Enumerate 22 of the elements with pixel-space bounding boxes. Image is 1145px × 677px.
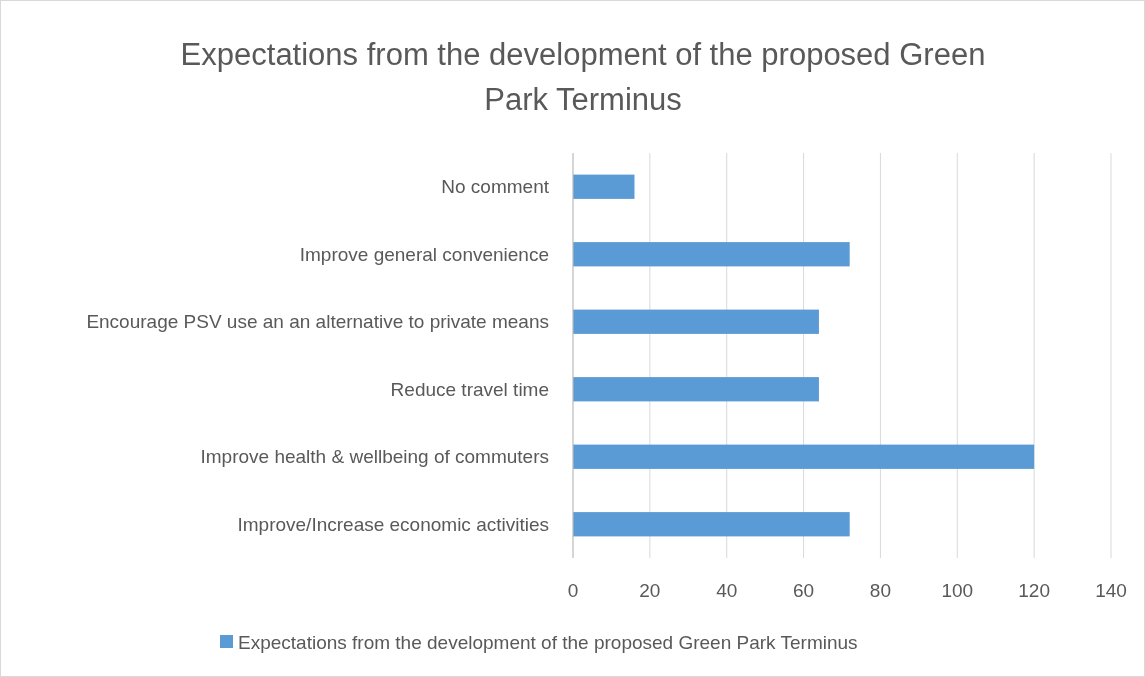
bar xyxy=(573,242,850,267)
bar xyxy=(573,512,850,537)
x-tick-label: 20 xyxy=(639,580,661,601)
x-tick-label: 140 xyxy=(1095,580,1127,601)
legend-label: Expectations from the development of the proposed Green Park Terminus xyxy=(238,631,858,653)
chart-title: Expectations from the development of the proposed Green Park Terminus xyxy=(180,37,986,117)
y-tick-label: No comment xyxy=(441,176,550,198)
x-tick-label: 40 xyxy=(716,580,738,601)
x-tick-label: 120 xyxy=(1018,580,1050,601)
y-tick-label: Improve health & wellbeing of commuters xyxy=(200,446,549,468)
x-tick-label: 0 xyxy=(567,580,579,601)
bar xyxy=(573,377,819,402)
y-tick-label: Improve general convenience xyxy=(299,243,549,265)
x-tick-label: 100 xyxy=(941,580,974,601)
bar xyxy=(573,309,819,334)
bar xyxy=(573,174,635,199)
y-tick-label: Reduce travel time xyxy=(390,378,549,400)
x-tick-label: 80 xyxy=(869,580,891,601)
x-tick-label: 60 xyxy=(793,580,815,601)
y-tick-label: Improve/Increase economic activities xyxy=(237,513,549,535)
y-tick-label: Encourage PSV use an an alternative to private means xyxy=(86,311,549,333)
bar xyxy=(573,444,1035,469)
